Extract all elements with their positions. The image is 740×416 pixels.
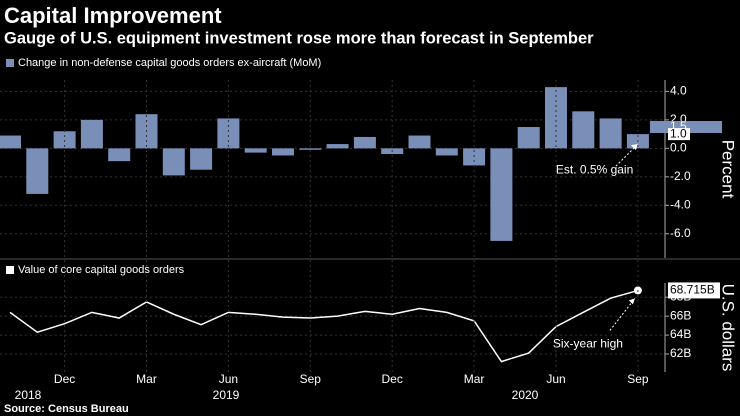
bar (272, 148, 294, 156)
bar (108, 148, 131, 162)
y-tick-label: -2.0 (670, 169, 691, 183)
y-tick-label: 0.0 (670, 141, 687, 155)
highlight-label: 1.0 (670, 126, 687, 140)
arrow-head (630, 144, 638, 151)
y-tick-label: -6.0 (670, 226, 691, 240)
y-tick-label: 66B (670, 308, 691, 322)
y-tick-label: 64B (670, 327, 691, 341)
bar (190, 148, 213, 170)
x-tick-label: Mar (464, 372, 485, 386)
chart-subtitle: Gauge of U.S. equipment investment rose … (4, 29, 594, 47)
bar (0, 135, 21, 149)
end-label-box (668, 282, 720, 299)
y-tick-label: 62B (670, 346, 691, 360)
legend-swatch (6, 266, 14, 274)
y-axis-title: U.S. dollars (719, 284, 738, 372)
x-tick-label: Dec (382, 372, 403, 386)
x-tick-label: Dec (54, 372, 75, 386)
bar (244, 148, 267, 153)
annotation: Est. 0.5% gain (556, 162, 633, 176)
x-tick-label: Jun (219, 372, 238, 386)
legend-swatch (6, 59, 14, 67)
bar (217, 118, 240, 149)
bar (490, 148, 513, 241)
end-label: 68.715B (670, 283, 715, 297)
legend-label: Change in non-defense capital goods orde… (18, 57, 321, 69)
bar (162, 148, 185, 176)
line-series (9, 289, 639, 363)
bar (599, 118, 622, 149)
year-label: 2019 (213, 388, 240, 402)
x-tick-label: Sep (627, 372, 649, 386)
chart-title: Capital Improvement (4, 3, 222, 28)
bar (26, 148, 49, 194)
bar (435, 148, 458, 156)
bar (299, 148, 322, 150)
x-tick-label: Jun (546, 372, 565, 386)
bar (572, 111, 595, 149)
annotation: Six-year high (553, 337, 623, 351)
x-tick-label: Mar (136, 372, 157, 386)
y-axis-title: Percent (719, 140, 738, 199)
legend-label: Value of core capital goods orders (18, 264, 185, 276)
x-tick-label: Sep (300, 372, 322, 386)
year-label: 2018 (15, 388, 42, 402)
bar (517, 126, 540, 149)
arrow-head (628, 298, 635, 305)
bar (408, 135, 431, 149)
year-label: 2020 (512, 388, 539, 402)
annotation-arrow (609, 298, 636, 331)
bar (545, 87, 567, 149)
bar (326, 144, 349, 149)
bar (353, 136, 376, 149)
source: Source: Census Bureau (4, 403, 129, 415)
highlight-box (668, 128, 690, 141)
y-tick-label: -4.0 (670, 197, 691, 211)
bar (53, 131, 76, 149)
y-tick-label: 4.0 (670, 84, 687, 98)
bar (80, 119, 103, 149)
